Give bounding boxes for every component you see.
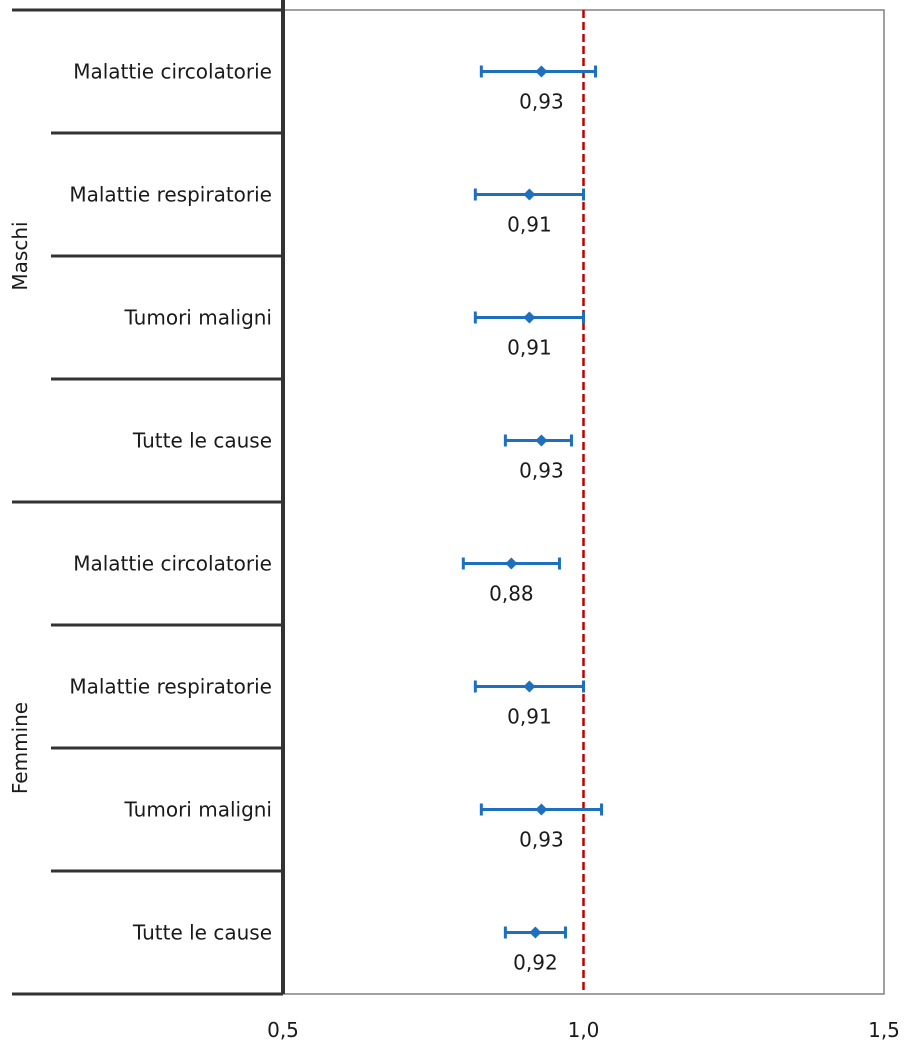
- estimate-label: 0,93: [519, 828, 564, 852]
- estimate-label: 0,93: [519, 459, 564, 483]
- data-marks-layer: [461, 65, 604, 939]
- estimate-marker: [529, 926, 542, 939]
- estimate-label: 0,88: [489, 582, 534, 606]
- row-structure-layer: [12, 0, 285, 996]
- estimate-marker: [523, 680, 536, 693]
- estimate-label: 0,91: [507, 336, 552, 360]
- category-label: Malattie circolatorie: [73, 552, 272, 576]
- estimate-marker: [523, 311, 536, 324]
- estimate-label: 0,93: [519, 90, 564, 114]
- category-label: Tumori maligni: [124, 798, 273, 822]
- x-tick-label: 1,5: [868, 1018, 900, 1042]
- estimate-label: 0,91: [507, 213, 552, 237]
- x-tick-label: 1,0: [568, 1018, 600, 1042]
- category-label: Tutte le cause: [132, 921, 272, 945]
- estimate-label: 0,91: [507, 705, 552, 729]
- x-tick-label: 0,5: [267, 1018, 299, 1042]
- category-label: Malattie circolatorie: [73, 60, 272, 84]
- estimate-label: 0,92: [513, 951, 558, 975]
- group-label: Femmine: [8, 702, 32, 794]
- estimate-marker: [505, 557, 518, 570]
- category-label: Tutte le cause: [132, 429, 272, 453]
- category-label: Tumori maligni: [124, 306, 273, 330]
- category-label: Malattie respiratorie: [69, 675, 272, 699]
- estimate-marker: [535, 65, 548, 78]
- labels-layer: Malattie circolatorie 0,93 Malattie respir…: [8, 60, 900, 1043]
- estimate-marker: [523, 188, 536, 201]
- category-label: Malattie respiratorie: [69, 183, 272, 207]
- estimate-marker: [535, 803, 548, 816]
- group-label: Maschi: [8, 221, 32, 290]
- estimate-marker: [535, 434, 548, 447]
